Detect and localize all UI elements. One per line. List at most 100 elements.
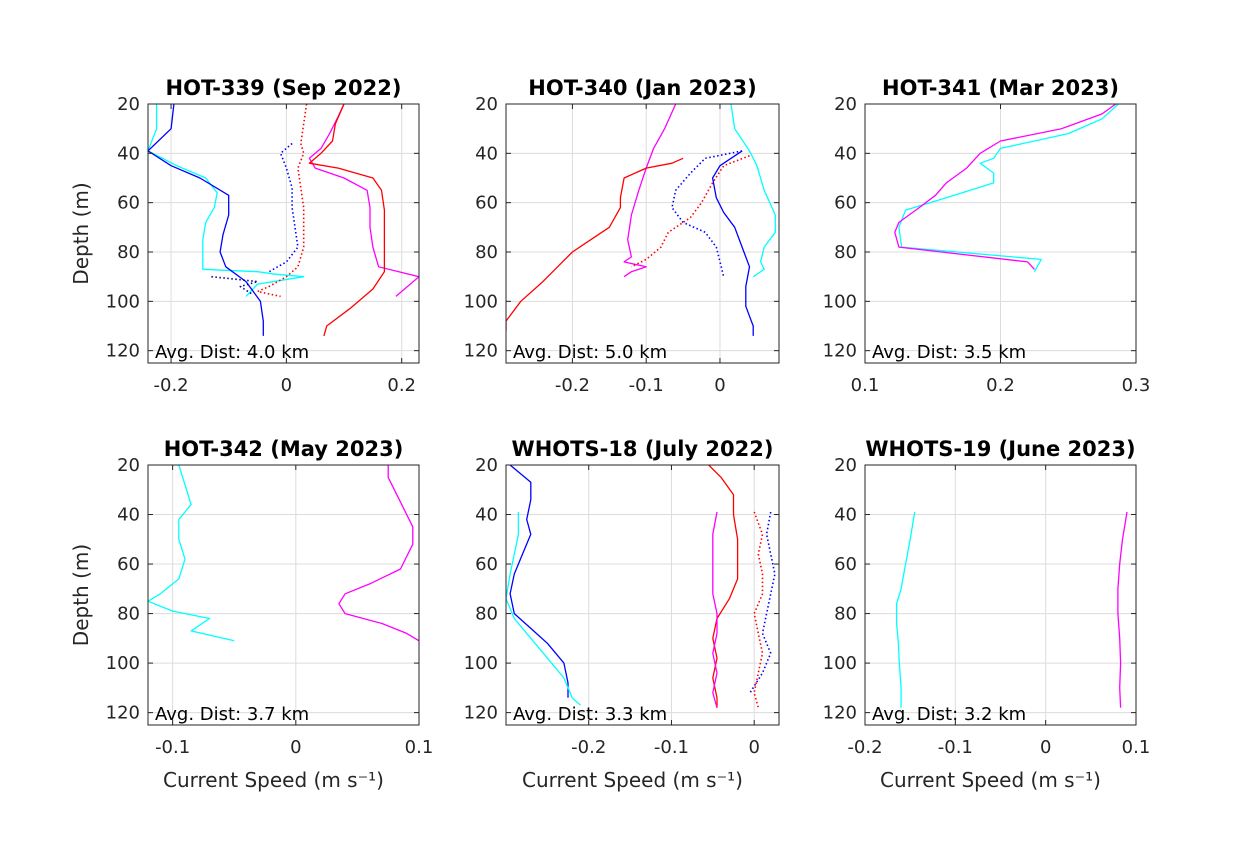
y-axis-label: Depth (m) — [69, 544, 93, 646]
series-line-2 — [711, 150, 754, 336]
y-tick-label: 100 — [106, 653, 140, 674]
y-tick-label: 40 — [834, 505, 857, 526]
y-tick-label: 40 — [475, 505, 498, 526]
series-line-7 — [268, 142, 299, 273]
y-tick-label: 20 — [475, 94, 498, 115]
y-tick-label: 120 — [464, 341, 498, 362]
panel-hot-341: 0.1 0.2 0.3 20 40 60 80 100 120 HOT-341 (Mar 2023… — [823, 76, 1151, 396]
y-tick-label: 80 — [475, 242, 498, 263]
series-line-3 — [708, 465, 739, 708]
x-tick-label: 0.1 — [405, 737, 434, 758]
y-tick-label: 60 — [475, 193, 498, 214]
y-tick-label: 40 — [117, 143, 140, 164]
panel-hot-339: -0.2 0 0.2 20 40 60 80 100 120 HOT-339 (Sep 2022)… — [69, 76, 420, 396]
y-axis-label: Depth (m) — [69, 182, 93, 284]
panel-whots-18: -0.2 -0.1 0 20 40 60 80 100 120 WHOTS-18 (July 20… — [464, 437, 780, 792]
x-tick-label: 0 — [748, 737, 759, 758]
y-tick-label: 80 — [475, 604, 498, 625]
panel-title: HOT-341 (Mar 2023) — [882, 76, 1119, 100]
series-line-1 — [898, 104, 1119, 273]
panel-title: HOT-339 (Sep 2022) — [166, 76, 402, 100]
x-tick-label: 0 — [1040, 737, 1051, 758]
x-tick-label: 0 — [281, 375, 292, 396]
series-line-1 — [148, 104, 305, 297]
y-tick-label: 100 — [106, 291, 140, 312]
y-tick-label: 60 — [834, 193, 857, 214]
avg-distance-annotation: Avg. Dist: 5.0 km — [513, 342, 667, 363]
x-tick-label: 0.2 — [986, 375, 1015, 396]
series-line-2 — [338, 465, 419, 642]
axes-box — [147, 103, 420, 364]
panel-title: WHOTS-19 (June 2023) — [865, 437, 1135, 461]
series-line-3 — [211, 275, 259, 295]
y-tick-label: 20 — [117, 455, 140, 476]
y-tick-label: 100 — [823, 291, 857, 312]
series-line-2 — [506, 512, 581, 706]
x-tick-label: -0.2 — [154, 375, 189, 396]
avg-distance-annotation: Avg. Dist: 4.0 km — [155, 342, 309, 363]
y-tick-label: 40 — [475, 143, 498, 164]
panel-hot-342: -0.1 0 0.1 20 40 60 80 100 120 HOT-342 (May 2023)… — [69, 437, 433, 792]
y-tick-label: 60 — [475, 554, 498, 575]
series-line-1 — [895, 511, 916, 708]
y-tick-label: 120 — [106, 703, 140, 724]
x-tick-label: -0.2 — [847, 737, 882, 758]
axes-box — [864, 464, 1137, 726]
y-tick-label: 80 — [834, 242, 857, 263]
y-tick-label: 120 — [464, 703, 498, 724]
avg-distance-annotation: Avg. Dist: 3.3 km — [513, 704, 667, 725]
panel-title: HOT-340 (Jan 2023) — [528, 76, 756, 100]
y-tick-label: 120 — [106, 341, 140, 362]
y-tick-label: 20 — [834, 94, 857, 115]
series-line-1 — [148, 465, 235, 642]
panel-title: HOT-342 (May 2023) — [164, 437, 404, 461]
x-tick-label: 0.3 — [1122, 375, 1151, 396]
x-tick-label: 0.1 — [851, 375, 880, 396]
avg-distance-annotation: Avg. Dist: 3.7 km — [155, 704, 309, 725]
x-tick-label: 0 — [714, 375, 725, 396]
y-tick-label: 80 — [834, 604, 857, 625]
x-tick-label: -0.1 — [629, 375, 664, 396]
x-axis-label: Current Speed (m s⁻¹) — [880, 768, 1101, 792]
y-tick-label: 60 — [117, 193, 140, 214]
series-line-4 — [308, 104, 419, 297]
axes-box — [505, 103, 780, 364]
panel-hot-340: -0.2 -0.1 0 20 40 60 80 100 120 HOT-340 (Jan 2023… — [464, 76, 780, 396]
series-line-2 — [1117, 511, 1128, 708]
x-tick-label: 0.1 — [1122, 737, 1151, 758]
axes-box — [147, 464, 420, 726]
x-tick-label: -0.1 — [938, 737, 973, 758]
y-tick-label: 120 — [823, 341, 857, 362]
series-line-6 — [749, 511, 776, 694]
x-axis-label: Current Speed (m s⁻¹) — [163, 768, 384, 792]
y-tick-label: 80 — [117, 604, 140, 625]
y-tick-label: 120 — [823, 703, 857, 724]
panel-title: WHOTS-18 (July 2022) — [512, 437, 774, 461]
y-tick-label: 20 — [117, 94, 140, 115]
x-tick-label: -0.2 — [571, 737, 606, 758]
y-tick-label: 100 — [464, 653, 498, 674]
series-line-2 — [894, 104, 1117, 270]
y-tick-label: 100 — [464, 291, 498, 312]
avg-distance-annotation: Avg. Dist: 3.5 km — [872, 342, 1026, 363]
x-tick-label: 0 — [290, 737, 301, 758]
y-tick-label: 20 — [475, 455, 498, 476]
x-tick-label: -0.1 — [654, 737, 689, 758]
series-line-4 — [712, 511, 718, 708]
y-tick-label: 40 — [117, 505, 140, 526]
x-axis-label: Current Speed (m s⁻¹) — [522, 768, 743, 792]
series-line-5 — [753, 511, 764, 708]
y-tick-label: 100 — [823, 653, 857, 674]
series-line-1 — [509, 465, 569, 698]
y-tick-label: 40 — [834, 143, 857, 164]
series-line-4 — [506, 157, 684, 331]
avg-distance-annotation: Avg. Dist: 3.2 km — [872, 704, 1026, 725]
panel-whots-19: -0.2 -0.1 0 0.1 20 40 60 80 100 120 WHOTS-19 (June… — [823, 437, 1151, 792]
series-line-5 — [671, 150, 743, 277]
series-line-6 — [631, 155, 750, 268]
series-line-5 — [308, 104, 386, 337]
axes-box — [505, 464, 780, 726]
x-tick-label: -0.2 — [555, 375, 590, 396]
x-tick-label: -0.1 — [155, 737, 190, 758]
y-tick-label: 60 — [117, 554, 140, 575]
